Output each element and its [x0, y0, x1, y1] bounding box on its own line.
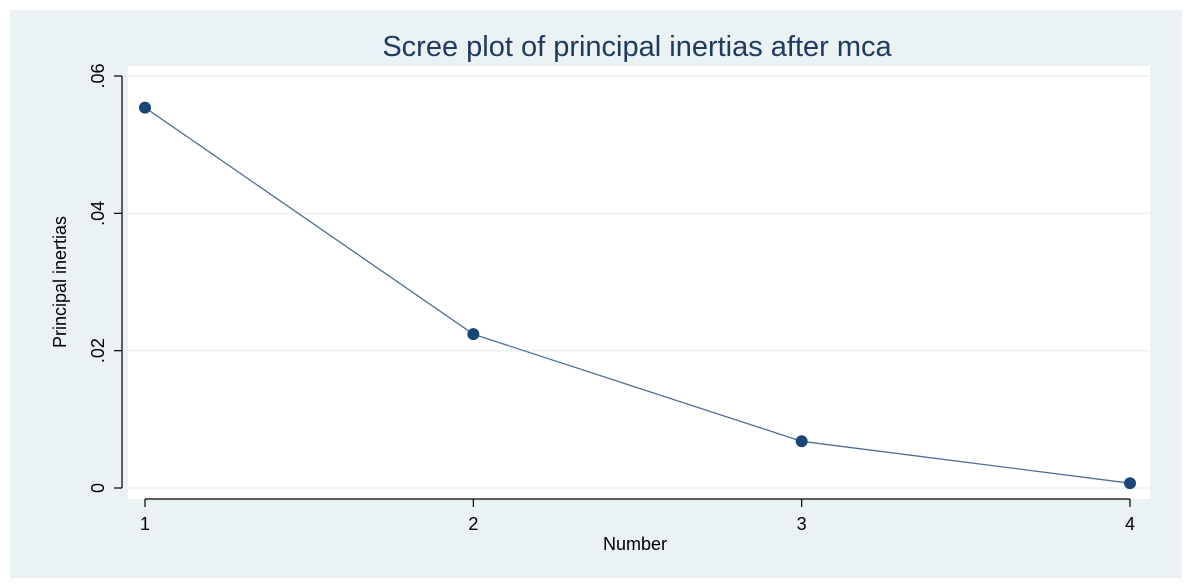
y-axis-label: Principal inertias — [50, 216, 70, 348]
data-point — [139, 101, 151, 114]
x-tick-label: 3 — [797, 514, 807, 534]
data-line-layer — [144, 107, 1131, 484]
data-point — [795, 435, 808, 448]
x-tick-label: 2 — [468, 514, 478, 534]
y-tick-label: .02 — [88, 338, 108, 363]
y-tick-label: 0 — [88, 483, 108, 493]
data-point — [467, 328, 480, 341]
y-tick-label: .04 — [88, 201, 108, 226]
x-axis-label: Number — [603, 534, 667, 554]
data-point — [1124, 477, 1136, 490]
y-tick-label: .06 — [88, 63, 108, 88]
x-tick-label: 1 — [140, 514, 150, 534]
data-markers — [139, 101, 1136, 490]
tick-labels: 0 .02 .04 .06 1 2 3 4 — [88, 63, 1135, 534]
chart-title: Scree plot of principal inertias after m… — [382, 31, 892, 63]
x-tick-label: 4 — [1125, 514, 1135, 534]
axes — [114, 75, 1131, 507]
plot-area — [128, 66, 1150, 499]
series-line — [144, 107, 1131, 484]
